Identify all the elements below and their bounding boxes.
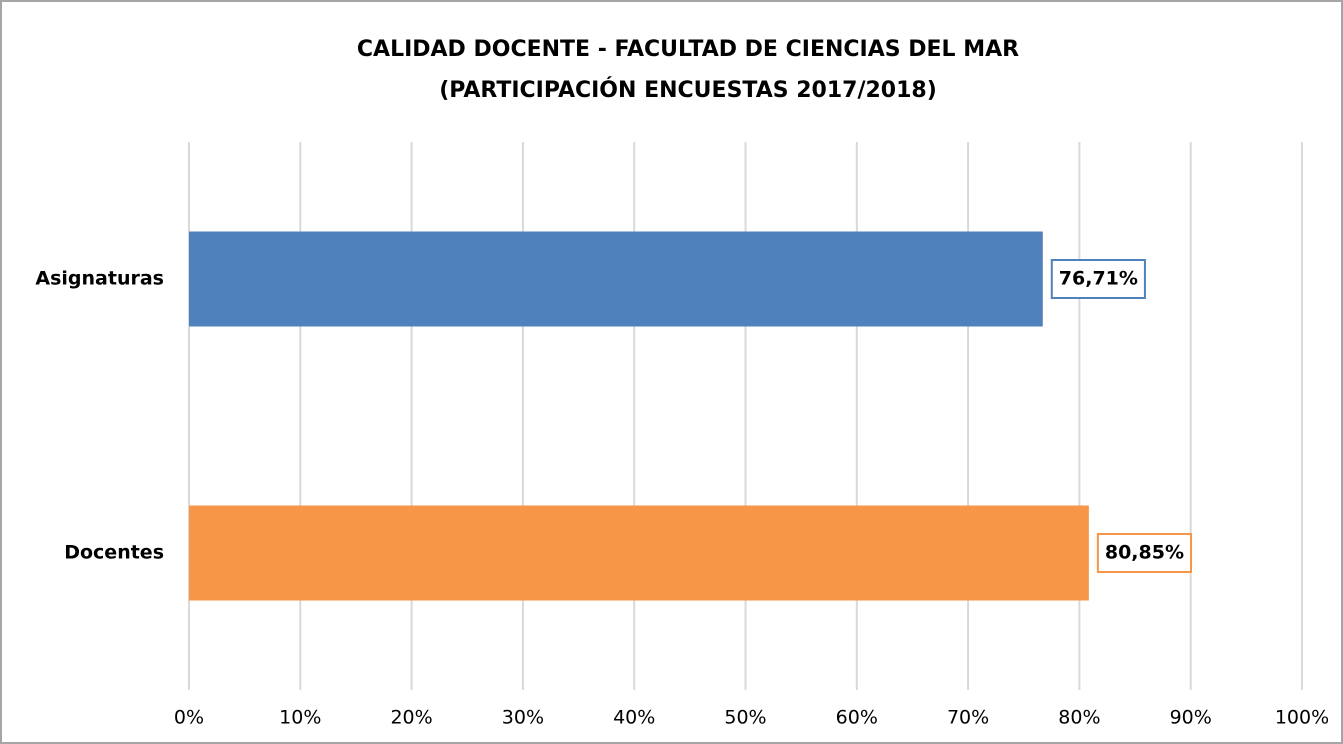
value-label-box (1096, 533, 1193, 573)
x-tick-label: 60% (836, 707, 878, 729)
x-tick-label: 20% (390, 707, 432, 729)
x-tick-label: 90% (1170, 707, 1212, 729)
value-label: 76,71% (1059, 268, 1138, 290)
x-tick-label: 70% (947, 707, 989, 729)
y-tick-label: Asignaturas (35, 268, 164, 290)
chart-title: CALIDAD DOCENTE - FACULTAD DE CIENCIAS D… (357, 37, 1019, 62)
chart-title: (PARTICIPACIÓN ENCUESTAS 2017/2018) (439, 77, 937, 103)
value-label: 80,85% (1105, 542, 1184, 564)
x-tick-label: 40% (613, 707, 655, 729)
bar (189, 505, 1089, 601)
value-label-box (1050, 259, 1146, 299)
x-tick-label: 100% (1275, 707, 1329, 729)
x-tick-label: 80% (1058, 707, 1100, 729)
x-tick-label: 30% (502, 707, 544, 729)
x-tick-label: 10% (279, 707, 321, 729)
x-tick-label: 50% (724, 707, 766, 729)
bar (189, 231, 1043, 327)
y-tick-label: Docentes (64, 542, 164, 564)
x-tick-label: 0% (174, 707, 204, 729)
